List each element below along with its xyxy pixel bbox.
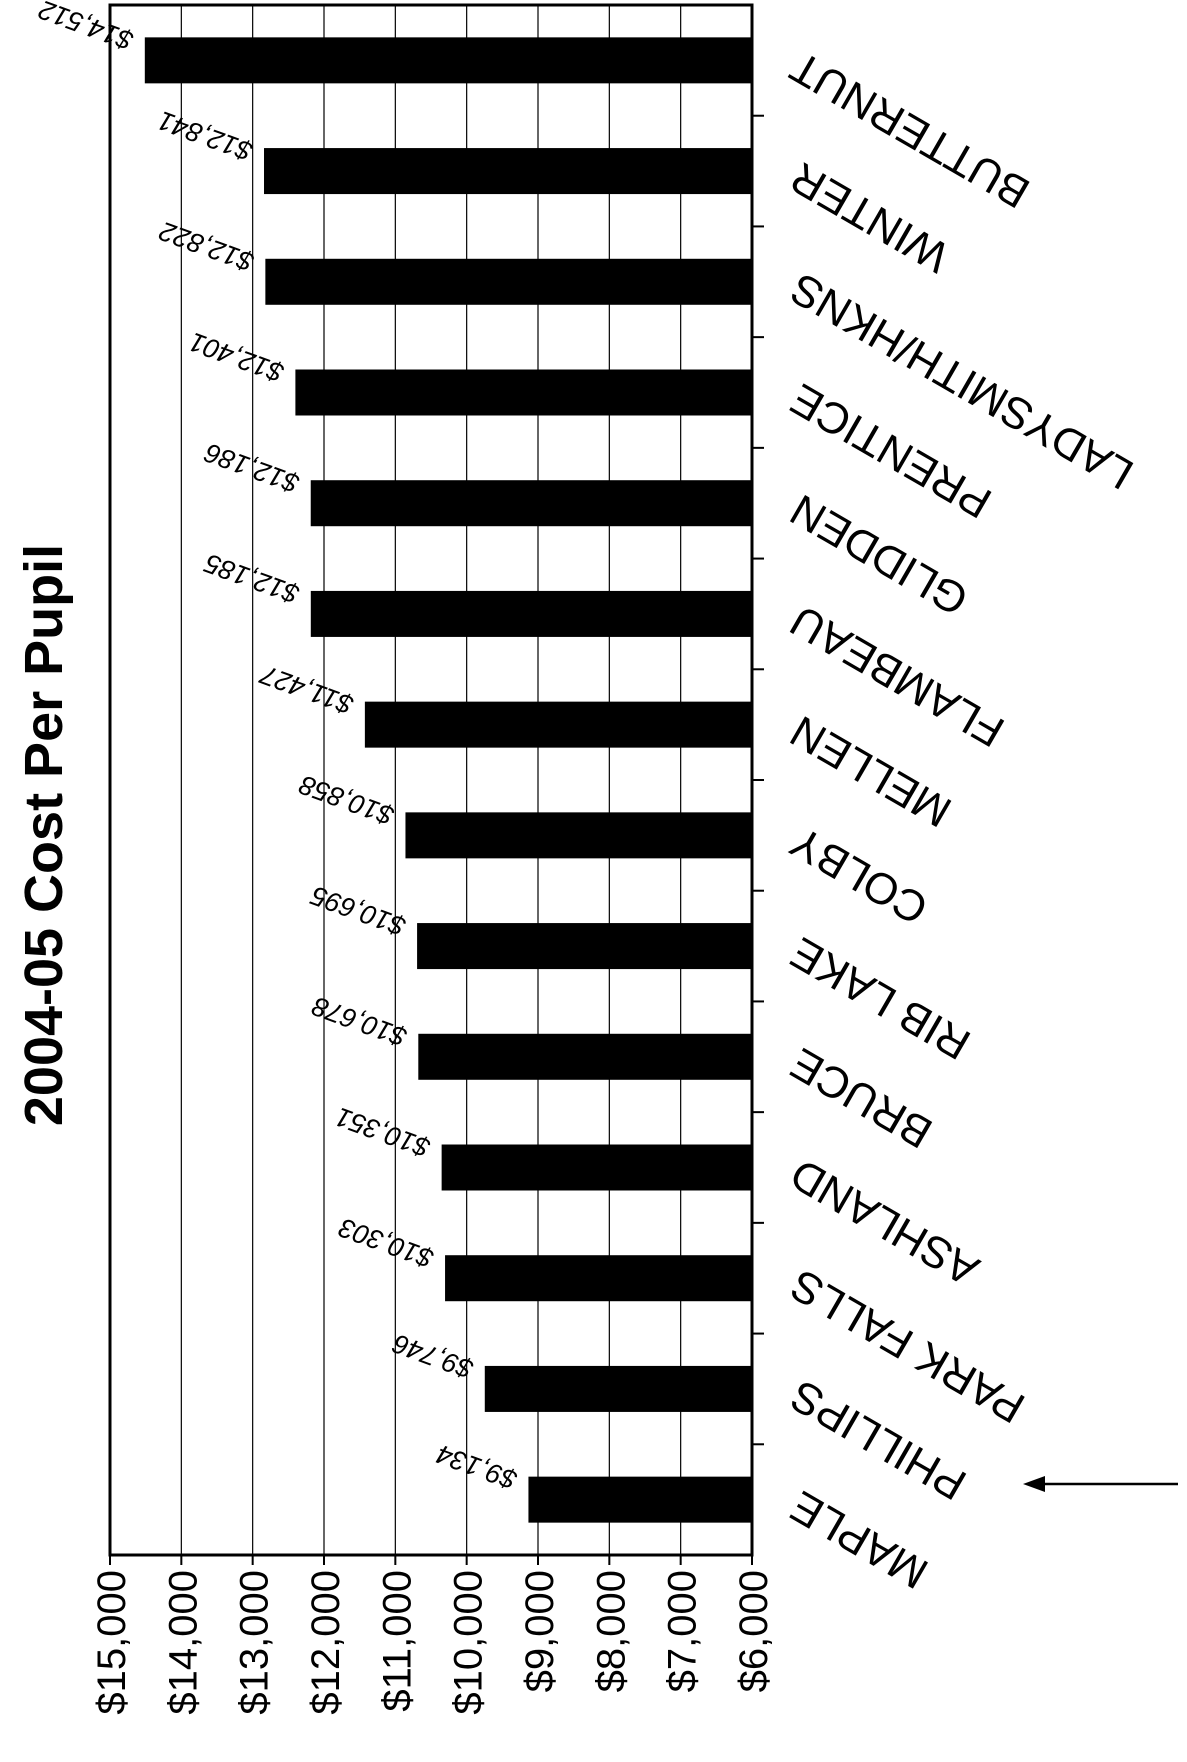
- x-axis-tick-label: $15,000: [90, 1570, 134, 1715]
- value-label: $12,401: [185, 326, 288, 388]
- value-label: $9,746: [388, 1328, 478, 1385]
- x-axis-tick-label: $10,000: [447, 1570, 491, 1715]
- bar: [264, 148, 752, 195]
- category-label: BRUCE: [783, 1038, 941, 1157]
- bar: [310, 590, 752, 637]
- x-axis-tick-label: $14,000: [161, 1570, 205, 1715]
- value-label: $12,186: [200, 437, 304, 499]
- bar: [295, 369, 752, 416]
- bars: [144, 37, 752, 1523]
- x-axis-tick-label: $7,000: [661, 1570, 705, 1692]
- x-axis-tick-labels: $15,000 $14,000 $13,000 $12,000 $11,000 $10,0…: [90, 1570, 776, 1715]
- value-label: $10,858: [296, 769, 399, 831]
- value-label: $10,695: [306, 880, 410, 942]
- bar: [144, 37, 752, 84]
- x-axis-tick-label: $11,000: [375, 1570, 419, 1712]
- highlight-arrow: [1023, 1476, 1178, 1492]
- value-label: $9,134: [433, 1439, 522, 1496]
- bar: [405, 812, 752, 859]
- category-label: COLBY: [783, 817, 937, 934]
- bar: [310, 480, 752, 527]
- bar: [441, 1144, 752, 1191]
- category-labels: BUTTERNUTWINTERLADYSMITH/HKNSPRENTICEGLI…: [783, 42, 1142, 1598]
- value-label: $12,185: [200, 548, 304, 610]
- chart-title: 2004-05 Cost Per Pupil: [14, 544, 74, 1126]
- category-label: WINTER: [783, 152, 958, 281]
- value-label: $14,512: [35, 0, 138, 56]
- value-label: $12,841: [154, 105, 257, 167]
- x-axis-tick-label: $13,000: [233, 1570, 277, 1715]
- x-axis-tick-label: $12,000: [304, 1570, 348, 1715]
- bar: [484, 1365, 752, 1412]
- bar: [364, 701, 752, 748]
- bar: [445, 1255, 752, 1302]
- value-label: $12,822: [155, 216, 258, 278]
- value-label: $10,303: [335, 1212, 438, 1274]
- x-axis-tick-label: $6,000: [732, 1570, 776, 1692]
- bar: [418, 1033, 752, 1080]
- bar: [265, 258, 752, 305]
- bar: [417, 923, 752, 970]
- value-label: $11,427: [256, 659, 358, 721]
- category-ticks: [752, 114, 764, 1446]
- category-label: MAPLE: [783, 1481, 937, 1598]
- value-label: $10,351: [332, 1101, 435, 1163]
- bar: [528, 1476, 752, 1523]
- x-axis-tick-label: $8,000: [589, 1570, 633, 1692]
- x-axis-tick-label: $9,000: [518, 1570, 562, 1692]
